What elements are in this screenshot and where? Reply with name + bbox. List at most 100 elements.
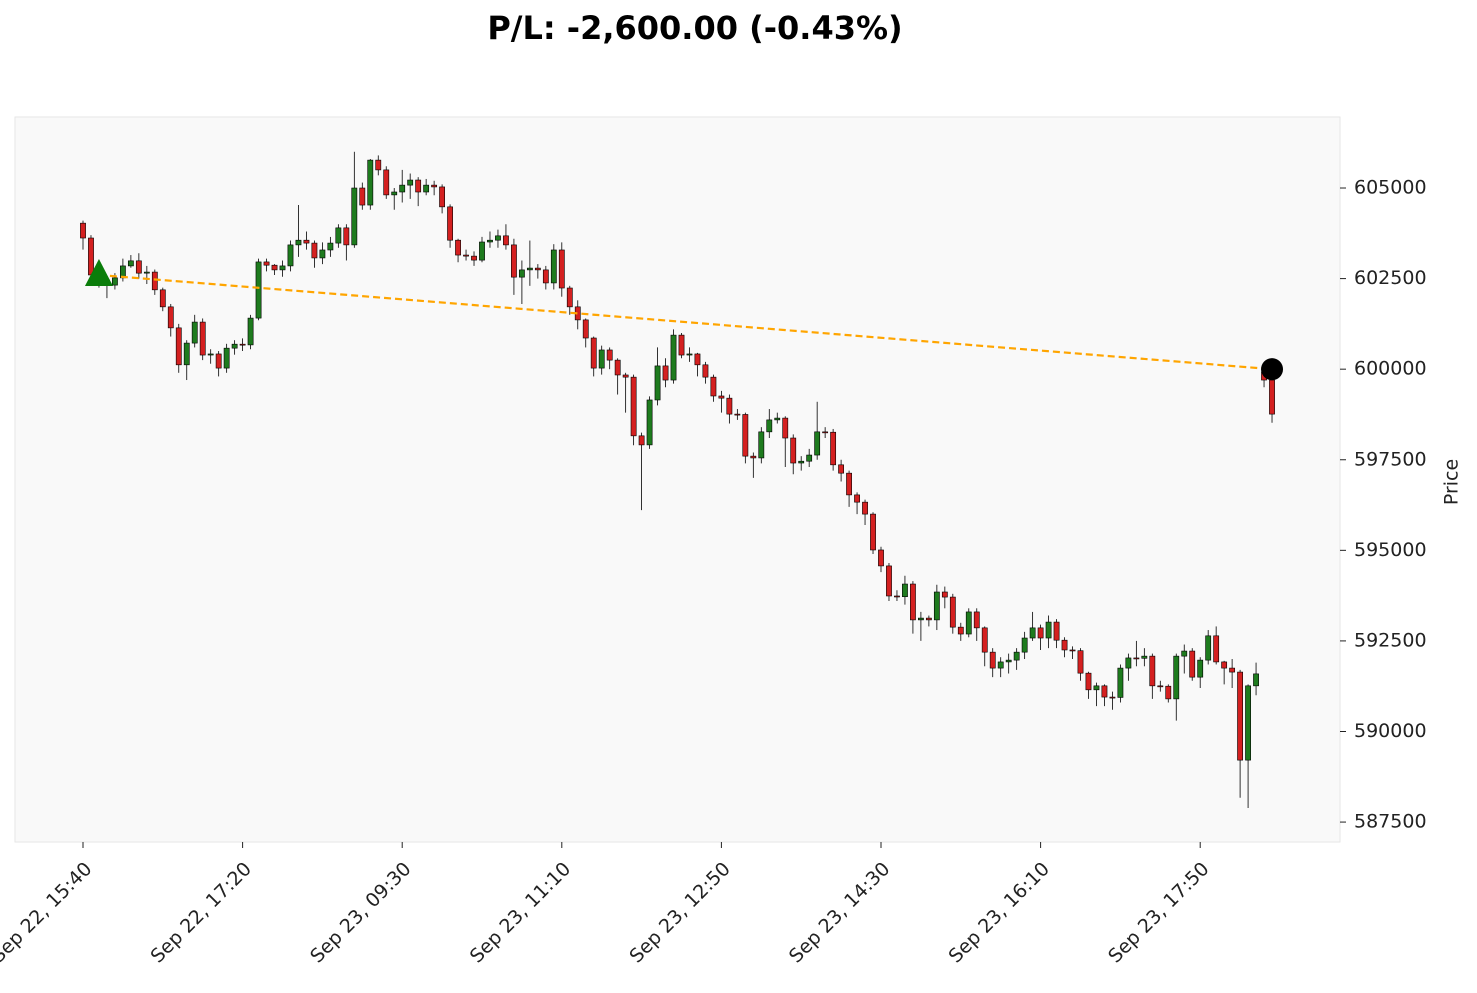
candle-body [191, 321, 198, 344]
x-tick-label: Sep 23, 17:50 [1104, 858, 1214, 968]
candle-body [734, 413, 741, 416]
candle-body [1269, 379, 1275, 415]
candle-body [407, 179, 414, 186]
candle-body [526, 267, 533, 271]
candle-body [343, 227, 350, 246]
candle-body [566, 287, 573, 308]
candle-body [80, 222, 86, 239]
candle-body [423, 184, 430, 193]
y-axis-label: Price [1441, 459, 1463, 505]
candle-body [263, 261, 270, 266]
candle-body [1157, 685, 1164, 688]
candle-body [112, 277, 118, 286]
candle-body [894, 595, 900, 598]
candle-body [814, 431, 821, 456]
candle-body [1085, 672, 1092, 691]
chart-title: P/L: -2,600.00 (-0.43%) [487, 9, 902, 47]
candle-body [1213, 635, 1220, 663]
candle-body [1141, 655, 1148, 659]
candle-body [646, 399, 653, 446]
x-tick-label: Sep 23, 09:30 [306, 858, 416, 968]
candle-body [726, 397, 733, 415]
candle-body [925, 617, 932, 621]
candle-body [1109, 696, 1116, 699]
candle-body [207, 353, 214, 356]
candle-body [439, 186, 445, 208]
candle-body [1045, 621, 1052, 639]
candle-body [255, 261, 262, 319]
candle-body [678, 334, 685, 356]
candle-body [431, 184, 438, 188]
candle-body [463, 254, 469, 257]
x-tick-label: Sep 23, 11:10 [466, 858, 576, 968]
candle-body [902, 583, 908, 598]
candle-body [742, 414, 749, 457]
candle-body [846, 472, 852, 496]
candle-body [375, 159, 382, 171]
candle-body [917, 617, 924, 621]
candle-body [750, 455, 757, 459]
candle-body [335, 227, 342, 244]
candle-body [862, 501, 868, 515]
candle-body [949, 596, 956, 628]
candle-body [758, 431, 765, 459]
candle-body [718, 395, 725, 399]
candle-body [518, 269, 525, 278]
x-tick-label: Sep 23, 16:10 [945, 858, 1055, 968]
candle-body [822, 431, 829, 434]
candle-body [223, 347, 230, 369]
candle-body [886, 565, 892, 597]
candle-body [287, 244, 294, 267]
candle-body [1149, 655, 1156, 687]
candle-body [558, 249, 565, 289]
candle-body [1013, 651, 1020, 661]
x-tick-label: Sep 23, 14:30 [785, 858, 895, 968]
candle-body [1093, 685, 1100, 691]
candle-body [495, 235, 501, 241]
y-tick-label: 602500 [1354, 267, 1427, 289]
candle-body [806, 454, 813, 462]
candle-body [965, 611, 972, 635]
x-tick-label: Sep 22, 17:20 [147, 858, 257, 968]
candle-body [447, 206, 453, 241]
candle-body [151, 271, 158, 291]
entry-marker [84, 258, 113, 286]
candle-body [774, 417, 781, 421]
y-tick-label: 595000 [1354, 539, 1427, 561]
candle-body [319, 249, 326, 259]
candle-body [534, 267, 541, 271]
candle-body [415, 179, 422, 193]
candle-body [295, 239, 302, 246]
candle-body [973, 611, 980, 629]
exit-marker [1261, 358, 1284, 381]
candle-body [1173, 655, 1180, 700]
candle-body [766, 419, 773, 433]
candle-body [279, 265, 286, 271]
candle-body [1229, 667, 1236, 673]
candle-body [367, 159, 374, 206]
candle-body [1077, 650, 1084, 674]
candle-body [511, 244, 517, 278]
candle-body [88, 237, 94, 276]
candle-body [231, 343, 238, 349]
candle-body [183, 342, 190, 366]
candle-body [127, 260, 134, 267]
candle-body [487, 239, 493, 243]
candle-body [1029, 627, 1036, 639]
candle-body [606, 349, 613, 361]
candle-body [694, 353, 701, 366]
candle-body [1061, 639, 1068, 651]
y-tick-label: 597500 [1354, 448, 1427, 470]
candle-body [542, 269, 549, 284]
candle-body [247, 317, 254, 346]
candle-body [1181, 650, 1188, 657]
candle-body [710, 376, 717, 397]
candle-body [550, 249, 557, 284]
candle-body [135, 260, 142, 274]
candle-body [582, 319, 589, 339]
y-tick-label: 592500 [1354, 629, 1427, 651]
candle-body [503, 235, 509, 246]
candle-body [351, 187, 358, 246]
candle-body [1221, 661, 1228, 669]
